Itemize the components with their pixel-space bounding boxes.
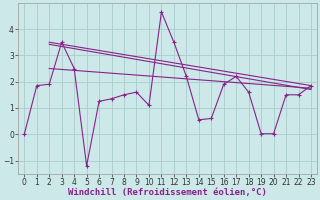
X-axis label: Windchill (Refroidissement éolien,°C): Windchill (Refroidissement éolien,°C)	[68, 188, 267, 197]
